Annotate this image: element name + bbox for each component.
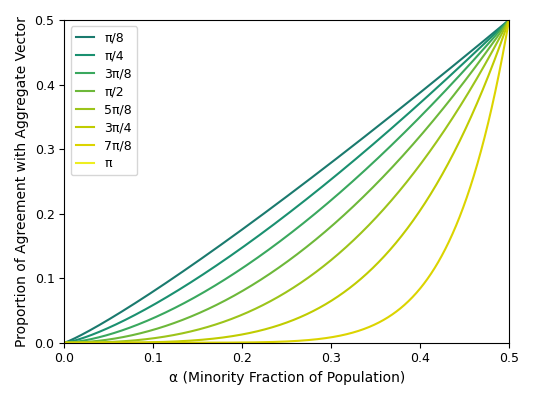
5π/8: [416, 164, 422, 168]
π/4: [408, 109, 414, 114]
7π/8: [61, 340, 67, 345]
5π/8: [366, 222, 373, 227]
3π/8: [416, 116, 422, 120]
π/4: [416, 102, 422, 106]
π/8: [506, 18, 512, 22]
π/8: [408, 98, 414, 102]
π/2: [408, 144, 414, 149]
Line: π/8: π/8: [64, 20, 509, 343]
Line: 3π/4: 3π/4: [64, 20, 509, 343]
π/8: [366, 130, 373, 135]
5π/8: [257, 304, 263, 309]
π/4: [61, 340, 67, 345]
π/2: [366, 188, 373, 193]
7π/8: [241, 340, 247, 345]
7π/8: [106, 340, 113, 345]
π/4: [106, 325, 113, 330]
5π/8: [241, 312, 247, 316]
π/2: [257, 278, 263, 282]
π/8: [241, 226, 247, 230]
Line: 7π/8: 7π/8: [64, 20, 509, 343]
3π/4: [106, 340, 113, 345]
3π/4: [408, 221, 414, 226]
π/2: [61, 340, 67, 345]
π/4: [241, 244, 247, 249]
π/2: [106, 337, 113, 342]
3π/4: [257, 328, 263, 333]
X-axis label: α (Minority Fraction of Population): α (Minority Fraction of Population): [169, 371, 405, 385]
3π/4: [241, 332, 247, 336]
Legend: π/8, π/4, 3π/8, π/2, 5π/8, 3π/4, 7π/8, π: π/8, π/4, 3π/8, π/2, 5π/8, 3π/4, 7π/8, π: [70, 26, 137, 175]
Line: π/2: π/2: [64, 20, 509, 343]
7π/8: [416, 287, 422, 292]
π/8: [61, 340, 67, 345]
3π/8: [366, 164, 373, 168]
7π/8: [257, 340, 263, 345]
3π/8: [506, 18, 512, 22]
π/8: [416, 91, 422, 96]
3π/8: [241, 264, 247, 269]
7π/8: [506, 18, 512, 22]
3π/4: [416, 210, 422, 214]
π: [506, 18, 512, 22]
Y-axis label: Proportion of Agreement with Aggregate Vector: Proportion of Agreement with Aggregate V…: [15, 16, 29, 347]
3π/8: [106, 332, 113, 337]
5π/8: [106, 340, 113, 344]
3π/8: [408, 124, 414, 128]
π/4: [257, 232, 263, 237]
5π/8: [506, 18, 512, 22]
5π/8: [408, 174, 414, 179]
5π/8: [61, 340, 67, 345]
7π/8: [408, 296, 414, 301]
π/4: [366, 145, 373, 150]
3π/4: [366, 268, 373, 273]
π/2: [416, 135, 422, 140]
7π/8: [366, 324, 373, 329]
π/8: [106, 316, 113, 321]
π/4: [506, 18, 512, 22]
Line: 3π/8: 3π/8: [64, 20, 509, 343]
3π/8: [257, 254, 263, 258]
3π/4: [61, 340, 67, 345]
π/8: [257, 214, 263, 219]
π/2: [241, 288, 247, 292]
Line: 5π/8: 5π/8: [64, 20, 509, 343]
3π/4: [506, 18, 512, 22]
π/2: [506, 18, 512, 22]
Line: π/4: π/4: [64, 20, 509, 343]
3π/8: [61, 340, 67, 345]
